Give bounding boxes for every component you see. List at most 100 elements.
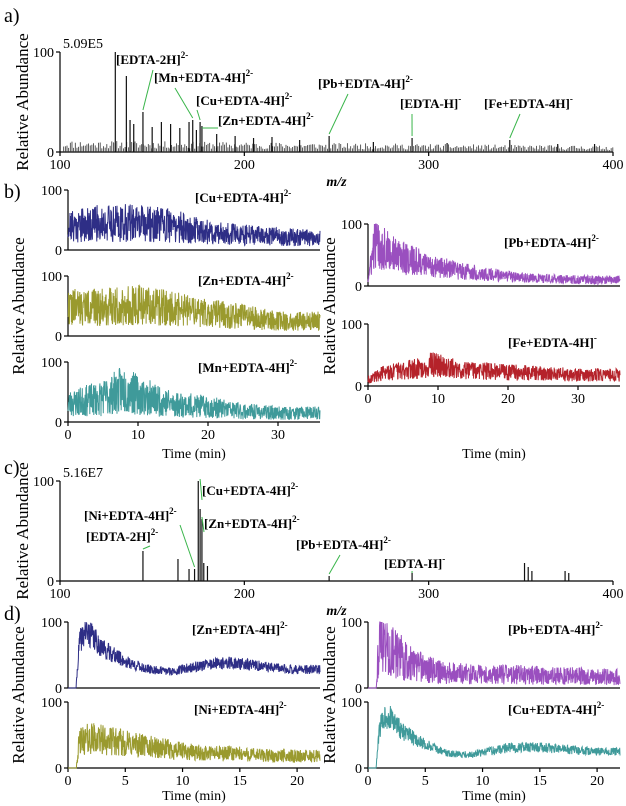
panel-a-label: a) [4, 5, 20, 27]
a-annotation-text: [Cu+EDTA-4H] [196, 93, 285, 108]
a-annotation-leader [509, 113, 521, 139]
b-right-y-title: Relative Abundance [320, 237, 339, 374]
c-scale-label: 5.16E7 [63, 466, 103, 481]
b-zn-series-label: [Zn+EDTA-4H]2- [198, 271, 294, 288]
c-annotation-leader [199, 478, 203, 501]
b-pb-y-tick-label: 0 [355, 280, 362, 295]
a-annotation-leader [328, 93, 349, 135]
d-pb-series-label: [Pb+EDTA-4H]2- [508, 620, 603, 637]
b-zn-trace-line [67, 284, 321, 331]
c-x-tick-label: 300 [418, 587, 439, 602]
d-cu-x-tick-label: 15 [533, 774, 547, 789]
b-mn-y-tick-label: 0 [55, 416, 62, 431]
d-ni-x-tick-label: 5 [122, 774, 129, 789]
a-annotation-superscript: - [458, 94, 461, 104]
a-scale-label: 5.09E5 [63, 37, 103, 52]
a-annotation-leader [196, 109, 201, 121]
b-pb-trace-line [367, 223, 621, 286]
a-y-tick-label: 0 [47, 146, 54, 161]
c-x-title: m/z [326, 604, 347, 619]
d-zn-series-label-superscript: 2- [280, 620, 288, 630]
b-fe-y-tick-label: 0 [355, 380, 362, 395]
b-mn-series-label: [Mn+EDTA-4H]2- [198, 358, 297, 375]
b-zn-series-label-superscript: 2- [286, 271, 294, 281]
a-annotation-text: [Mn+EDTA-4H] [154, 70, 246, 85]
d-cu-series-label-text: [Cu+EDTA-4H] [508, 702, 597, 717]
c-x-tick-label: 400 [603, 587, 624, 602]
a-x-tick-label: 200 [234, 158, 255, 173]
d-ni-x-tick-label: 15 [233, 774, 247, 789]
a-y-tick-label: 100 [33, 46, 54, 61]
c-y-tick-label: 0 [47, 575, 54, 590]
b-mn-x-tick-label: 30 [271, 428, 285, 443]
b-left-y-title: Relative Abundance [9, 237, 28, 374]
c-annotation-text: [Ni+EDTA-4H] [84, 508, 169, 523]
a-annotation: [EDTA-2H]2- [116, 50, 188, 67]
a-annotation-superscript: 2- [285, 91, 293, 101]
d-ni-series-label: [Ni+EDTA-4H]2- [194, 700, 287, 717]
a-x-tick-label: 100 [50, 158, 71, 173]
a-annotation: [Pb+EDTA-4H]2- [318, 74, 413, 91]
d-ni-y-tick-label: 100 [41, 696, 62, 711]
c-annotation-superscript: - [442, 554, 445, 564]
c-annotation-superscript: 2- [383, 535, 391, 545]
a-annotation: [Fe+EDTA-4H]- [484, 94, 573, 111]
b-fe-series-label: [Fe+EDTA-4H]- [508, 333, 597, 350]
c-y-tick-label: 100 [33, 475, 54, 490]
d-cu-series-label: [Cu+EDTA-4H]2- [508, 700, 604, 717]
b-fe-x-tick-label: 10 [431, 392, 445, 407]
d-ni-series-label-text: [Ni+EDTA-4H] [194, 702, 279, 717]
a-annotation-text: [EDTA-2H] [116, 52, 181, 67]
d-ni-x-tick-label: 10 [176, 774, 190, 789]
d-left-x-title: Time (min) [162, 789, 226, 804]
b-fe-x-tick-label: 20 [501, 392, 515, 407]
b-zn-y-tick-label: 0 [55, 330, 62, 345]
a-annotation-text: [Fe+EDTA-4H] [484, 96, 570, 111]
c-annotation: [EDTA-2H]2- [86, 527, 158, 544]
c-y-title: Relative Abundance [13, 462, 32, 599]
a-x-title: m/z [326, 175, 347, 190]
b-mn-x-tick-label: 20 [201, 428, 215, 443]
b-zn-series-label-text: [Zn+EDTA-4H] [198, 273, 286, 288]
d-zn-series-label: [Zn+EDTA-4H]2- [192, 620, 288, 637]
c-annotation: [Zn+EDTA-4H]2- [204, 514, 300, 531]
a-annotation-superscript: 2- [181, 50, 189, 60]
b-fe-series-label-superscript: - [594, 333, 597, 343]
c-annotation: [Cu+EDTA-4H]2- [202, 481, 298, 498]
b-cu-y-tick-label: 0 [55, 244, 62, 259]
d-ni-series-label-superscript: 2- [279, 700, 287, 710]
a-annotation-text: [Zn+EDTA-4H] [218, 113, 306, 128]
d-cu-x-tick-label: 20 [590, 774, 604, 789]
b-cu-y-tick-label: 100 [41, 184, 62, 199]
d-left-y-title: Relative Abundance [9, 626, 28, 763]
b-fe-x-tick-label: 30 [571, 392, 585, 407]
c-x-tick-label: 200 [234, 587, 255, 602]
d-cu-y-tick-label: 0 [355, 762, 362, 777]
b-mn-x-tick-label: 10 [131, 428, 145, 443]
b-mn-series-label-text: [Mn+EDTA-4H] [198, 360, 290, 375]
d-pb-series-label-text: [Pb+EDTA-4H] [508, 622, 595, 637]
b-pb-series-label-superscript: 2- [591, 233, 599, 243]
c-annotation-superscript: 2- [291, 481, 299, 491]
d-ni-x-tick-label: 0 [65, 774, 72, 789]
c-annotation-leader [328, 554, 341, 575]
c-annotation-superscript: 2- [151, 527, 159, 537]
a-annotation-superscript: 2- [405, 74, 413, 84]
a-annotation-superscript: 2- [246, 68, 254, 78]
b-fe-trace-line [367, 352, 621, 384]
c-annotation: [Ni+EDTA-4H]2- [84, 506, 177, 523]
d-ni-x-tick-label: 20 [290, 774, 304, 789]
panel-d-label: d) [4, 603, 21, 625]
a-annotation: [EDTA-H]- [400, 94, 461, 111]
a-y-title: Relative Abundance [13, 33, 32, 170]
d-pb-series-label-superscript: 2- [595, 620, 603, 630]
c-annotation-text: [EDTA-H] [384, 556, 442, 571]
d-cu-x-tick-label: 10 [476, 774, 490, 789]
c-x-tick-label: 100 [50, 587, 71, 602]
c-annotation-leader [142, 545, 151, 550]
d-right-x-title: Time (min) [462, 789, 526, 804]
b-fe-x-tick-label: 0 [365, 392, 372, 407]
